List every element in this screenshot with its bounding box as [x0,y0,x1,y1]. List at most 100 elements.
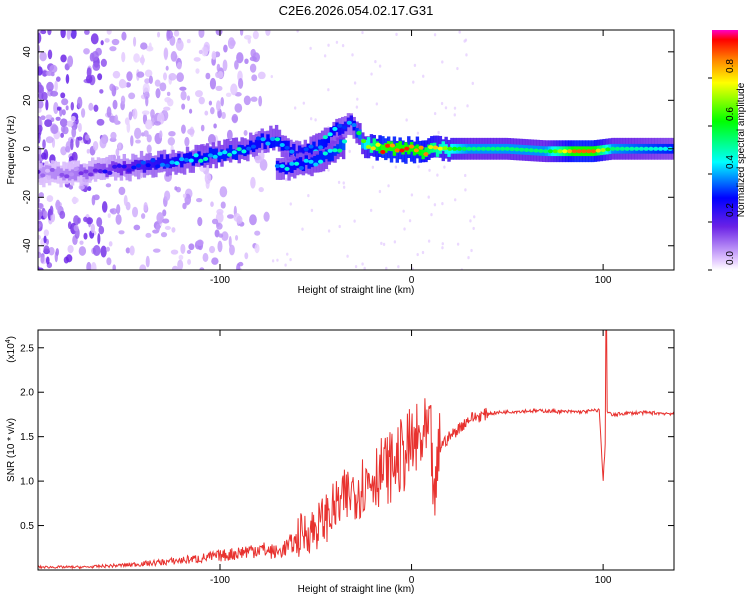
spectrogram-noise [173,30,180,37]
spectrogram-ridge-peak [571,149,577,154]
spectrogram-noise [71,126,77,138]
spectrogram-y-tick-label: 0 [22,146,33,152]
spectrogram-noise [75,118,79,125]
spectrogram-ridge-peak [92,168,99,173]
spectrogram-noise [42,70,48,77]
spectrogram-ridge-peak [519,147,525,152]
spectrogram-noise [200,124,205,132]
spectrogram-noise [90,223,95,234]
spectrogram-ridge-peak [346,120,352,125]
spectrogram-ridge-band [266,134,270,144]
spectrogram-ridge-peak [59,172,65,177]
spectrogram-ridge-band [226,148,230,159]
spectrogram-noise [78,184,85,190]
spectrogram-noise [342,185,346,189]
spectrogram-ridge-band [378,143,382,154]
spectrogram-ridge-peak [203,157,209,162]
spectrogram-ridge-peak [121,164,127,169]
spectrogram-ridge-band [177,153,181,164]
spectrogram-noise [270,74,273,79]
spectrogram-ridge-band [116,163,121,173]
spectrogram-noise [85,74,93,84]
spectrogram-noise [143,130,149,137]
spectrogram-ridge-band [320,139,325,149]
spectrogram-noise [121,51,126,63]
spectrogram-ridge-band [79,164,83,175]
colorbar-label: Normalized spectral amplitude [736,82,747,217]
spectrogram-secondary-ridge-peak [298,166,305,171]
spectrogram-noise [55,248,60,256]
spectrogram-noise [40,30,47,35]
spectrogram-noise [60,132,64,138]
spectrogram-noise [65,74,70,84]
spectrogram-noise [393,240,397,244]
spectrogram-noise [197,216,203,227]
spectrogram-noise [205,72,211,80]
snr-series-line [38,330,674,570]
spectrogram-noise [244,58,249,65]
spectrogram-noise [39,51,47,62]
spectrogram-ridge-peak [610,146,616,151]
spectrogram-noise [335,40,339,44]
spectrogram-noise [243,34,252,40]
spectrogram-noise [310,208,314,212]
spectrogram-ridge-band [263,139,267,150]
spectrogram-ridge-peak [418,145,424,150]
spectrogram-ridge-peak [404,146,410,151]
spectrogram-noise [378,64,382,68]
spectrogram-ridge-peak [480,146,486,151]
spectrogram-noise [225,92,232,97]
spectrogram-noise [314,118,317,122]
spectrogram-noise [38,32,42,44]
spectrogram-ridge-peak [207,153,214,158]
spectrogram-noise [100,245,107,258]
spectrogram-noise [80,108,86,118]
spectrogram-ridge-peak [595,148,601,153]
spectrogram-noise [342,181,345,185]
spectrogram-noise [122,80,127,88]
spectrogram-noise [163,72,167,81]
spectrogram-secondary-ridge-peak [341,139,348,144]
spectrogram-noise [141,213,146,219]
spectrogram-noise [215,100,221,112]
spectrogram-ridge-band [292,143,296,154]
spectrogram-ridge-peak [97,169,103,174]
spectrogram-ridge-peak [389,143,395,148]
spectrogram-noise [59,210,66,220]
spectrogram-y-tick-label: 40 [22,46,33,58]
spectrogram-noise [380,241,383,245]
spectrogram-noise [374,60,377,64]
spectrogram-ridge-peak [509,147,515,152]
spectrogram-ridge-peak [413,148,419,153]
spectrogram-noise [178,254,184,260]
spectrogram-secondary-ridge-peak [308,159,314,164]
spectrogram-ridge-peak [566,149,573,154]
spectrogram-noise [196,239,204,246]
spectrogram-noise [92,62,101,71]
spectrogram-noise [235,235,239,241]
spectrogram-ridge-band [125,164,129,174]
spectrogram-ridge-band [366,137,371,147]
spectrogram-ridge-band [447,147,451,157]
spectrogram-noise [370,72,373,76]
spectrogram-ridge-peak [317,145,324,150]
spectrogram-noise [38,251,42,259]
spectrogram-noise [250,176,256,189]
spectrogram-noise [402,209,405,213]
spectrogram-noise [133,36,137,47]
colorbar: 0.0 0.2 0.4 0.6 0.8 Normalized spectral ampl… [708,30,747,271]
spectrogram-ridge-halo [329,127,333,149]
spectrogram-ridge-peak [471,146,477,151]
spectrogram-noise [121,31,127,41]
spectrogram-noise [115,214,122,225]
spectrogram-ridge-band [208,147,213,158]
spectrogram-marks [38,30,674,270]
spectrogram-x-tick-label: 0 [409,275,415,286]
spectrogram-noise [154,79,161,87]
spectrogram-noise [54,80,58,92]
spectrogram-ridge-halo [200,144,204,167]
spectrogram-axes: -100 0 100 40 20 0 -20 -40 [22,30,674,286]
spectrogram-secondary-ridge-band [313,155,317,166]
spectrogram-secondary-ridge-peak [274,164,281,169]
spectrogram-noise [133,53,140,63]
